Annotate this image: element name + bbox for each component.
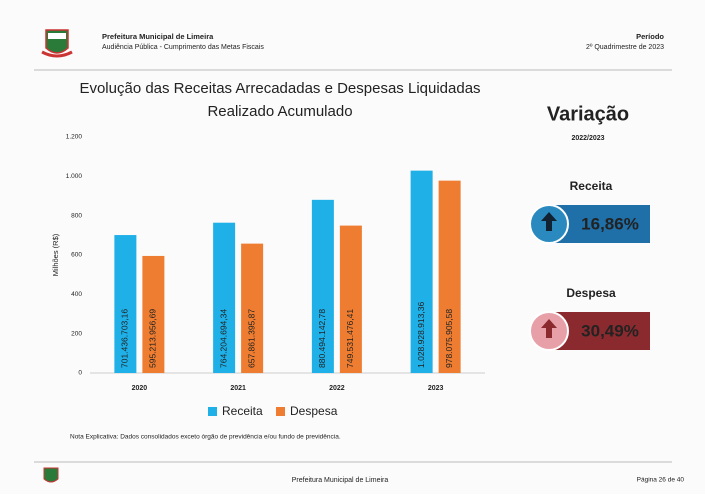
variation-period: 2022/2023 (571, 135, 604, 142)
y-tick-label: 1.200 (66, 134, 83, 141)
period: 2º Quadrimestre de 2023 (586, 44, 664, 51)
footer-page: Página 26 de 40 (637, 477, 685, 484)
bar (438, 180, 461, 373)
y-tick-label: 800 (71, 212, 82, 219)
x-tick-label: 2022 (329, 385, 345, 392)
y-axis-label: Milhões (R$) (51, 233, 60, 276)
arrow (541, 212, 557, 231)
legend-label: Despesa (290, 404, 338, 418)
chart-title: Evolução das Receitas Arrecadadas e Desp… (79, 80, 480, 97)
logo (41, 29, 73, 58)
chart-title: Realizado Acumulado (207, 103, 352, 120)
value-label: 701.436.703,16 (120, 309, 130, 368)
value-label: 657.861.395,87 (246, 309, 256, 368)
legend-swatch (208, 407, 217, 416)
footer-org: Prefeitura Municipal de Limeira (292, 477, 389, 484)
bar (114, 235, 137, 373)
period-label: Período (636, 32, 664, 41)
y-tick-label: 200 (71, 330, 82, 337)
variation-value: 30,49% (581, 321, 639, 340)
y-tick-label: 600 (71, 252, 82, 259)
header-subtitle: Audiência Pública - Cumprimento das Meta… (102, 44, 264, 51)
variation-label: Receita (570, 179, 613, 193)
variation-title: Variação (547, 103, 629, 125)
bar (339, 225, 362, 373)
bar (213, 222, 236, 373)
variation-label: Despesa (566, 286, 616, 300)
bar (241, 243, 264, 373)
legend-swatch (276, 407, 285, 416)
x-tick-label: 2020 (132, 385, 148, 392)
arrow (541, 319, 557, 338)
note: Nota Explicativa: Dados consolidados exc… (70, 434, 341, 441)
y-tick-label: 1.000 (66, 173, 83, 180)
value-label: 749.531.476,41 (345, 309, 355, 368)
variation-value: 16,86% (581, 214, 639, 233)
bar (311, 199, 334, 373)
value-label: 595.213.956,69 (148, 309, 158, 368)
value-label: 1.028.928.913,36 (416, 302, 426, 368)
x-tick-label: 2021 (230, 385, 246, 392)
bar (410, 170, 433, 373)
value-label: 764.204.694,34 (218, 309, 228, 368)
y-tick-label: 0 (78, 370, 82, 377)
value-label: 880.494.142,78 (317, 309, 327, 368)
y-tick-label: 400 (71, 291, 82, 298)
org-name: Prefeitura Municipal de Limeira (102, 32, 214, 41)
bar (142, 255, 165, 373)
legend-label: Receita (222, 404, 263, 418)
footer-logo (43, 467, 59, 483)
x-tick-label: 2023 (428, 385, 444, 392)
value-label: 978.075.905,58 (444, 309, 454, 368)
